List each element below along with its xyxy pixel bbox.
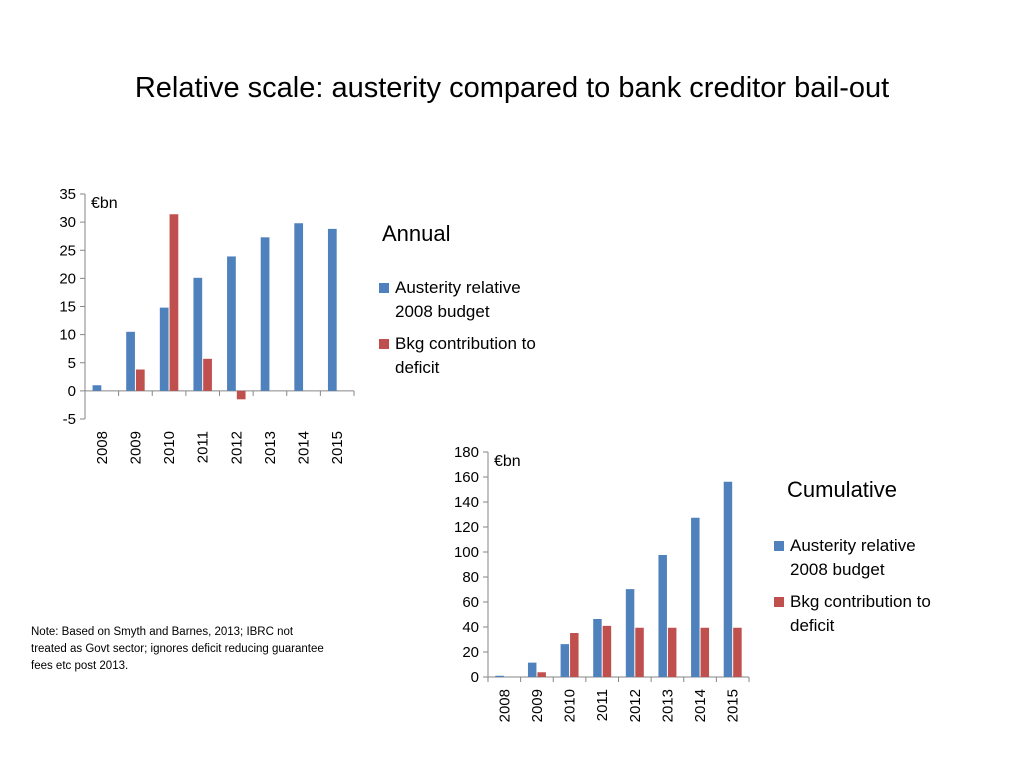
cumulative-y-tick-label: 0 — [471, 669, 479, 686]
annual-x-tick-label: 2008 — [94, 431, 111, 464]
cumulative-legend-label-austerity: Austerity relative 2008 budget — [790, 536, 916, 579]
annual-y-tick-label: 15 — [59, 299, 76, 316]
annual-bar-austerity — [227, 256, 236, 391]
legend-swatch-red-icon — [774, 597, 784, 607]
cumulative-bar-banking — [635, 627, 644, 677]
annual-bar-austerity — [193, 277, 203, 391]
annual-bar-banking — [236, 390, 246, 400]
cumulative-bar-banking — [602, 625, 612, 677]
cumulative-bar-austerity — [625, 589, 635, 677]
cumulative-bar-banking — [700, 627, 710, 677]
annual-x-tick-label: 2012 — [228, 431, 245, 464]
annual-x-tick-label: 2014 — [296, 431, 313, 464]
cumulative-x-tick-label: 2014 — [692, 689, 709, 722]
legend-swatch-red-icon — [379, 339, 389, 349]
cumulative-chart-title: Cumulative — [787, 477, 898, 502]
cumulative-bar-austerity — [560, 644, 570, 677]
cumulative-y-tick-label: 60 — [462, 594, 479, 611]
legend-swatch-blue-icon — [774, 541, 784, 551]
annual-unit-label: €bn — [91, 195, 118, 212]
cumulative-bar-austerity — [691, 517, 700, 677]
cumulative-bar-austerity — [495, 675, 504, 677]
cumulative-legend-item-banking: Bkg contribution to deficit — [774, 590, 944, 638]
cumulative-legend: Austerity relative 2008 budget Bkg contr… — [774, 534, 944, 646]
cumulative-y-tick-label: 120 — [454, 519, 479, 536]
legend-swatch-blue-icon — [379, 283, 389, 293]
annual-y-tick-label: 25 — [59, 242, 76, 259]
cumulative-x-tick-label: 2015 — [725, 689, 742, 722]
cumulative-y-tick-label: 180 — [454, 444, 479, 461]
cumulative-y-tick-label: 20 — [462, 644, 479, 661]
annual-y-tick-label: 35 — [59, 186, 76, 203]
cumulative-bar-austerity — [658, 555, 667, 677]
cumulative-y-tick-label: 160 — [454, 469, 479, 486]
cumulative-y-tick-label: 100 — [454, 544, 479, 561]
annual-bar-austerity — [159, 307, 169, 391]
cumulative-x-tick-label: 2012 — [627, 689, 644, 722]
annual-bar-austerity — [327, 228, 337, 391]
annual-bar-austerity — [294, 223, 304, 391]
annual-bar-banking — [169, 214, 179, 391]
cumulative-x-tick-label: 2013 — [659, 689, 676, 722]
cumulative-y-tick-label: 140 — [454, 494, 479, 511]
annual-bar-austerity — [260, 237, 270, 391]
annual-x-tick-label: 2011 — [195, 431, 212, 463]
annual-x-tick-label: 2015 — [329, 431, 346, 464]
annual-legend-label-austerity: Austerity relative 2008 budget — [395, 278, 521, 321]
annual-legend-item-banking: Bkg contribution to deficit — [379, 332, 549, 380]
annual-legend-item-austerity: Austerity relative 2008 budget — [379, 276, 549, 324]
annual-bar-austerity — [92, 385, 102, 391]
annual-x-tick-label: 2013 — [262, 431, 279, 464]
annual-x-tick-label: 2010 — [161, 431, 178, 464]
cumulative-x-tick-label: 2010 — [562, 689, 579, 722]
annual-chart-title: Annual — [382, 221, 451, 246]
cumulative-y-tick-label: 80 — [462, 569, 479, 586]
annual-y-tick-label: 20 — [59, 270, 76, 287]
slide-title: Relative scale: austerity compared to ba… — [134, 72, 890, 104]
cumulative-y-tick-label: 40 — [462, 619, 479, 636]
annual-y-tick-label: 5 — [68, 355, 76, 372]
cumulative-legend-label-banking: Bkg contribution to deficit — [790, 592, 931, 635]
cumulative-x-tick-label: 2008 — [496, 689, 513, 722]
annual-legend: Austerity relative 2008 budget Bkg contr… — [379, 276, 549, 388]
cumulative-unit-label: €bn — [494, 453, 521, 470]
cumulative-bar-banking — [667, 627, 677, 677]
cumulative-bar-austerity — [593, 619, 602, 677]
cumulative-bar-austerity — [723, 481, 733, 677]
cumulative-legend-item-austerity: Austerity relative 2008 budget — [774, 534, 944, 582]
cumulative-x-tick-label: 2009 — [529, 689, 546, 722]
annual-y-tick-label: 30 — [59, 214, 76, 231]
annual-y-tick-label: 10 — [59, 327, 76, 344]
annual-x-tick-label: 2009 — [127, 431, 144, 464]
annual-bar-banking — [203, 358, 212, 391]
annual-legend-label-banking: Bkg contribution to deficit — [395, 334, 536, 377]
cumulative-bar-banking — [537, 672, 546, 677]
cumulative-bar-austerity — [527, 662, 537, 677]
annual-y-tick-label: -5 — [63, 411, 76, 428]
annual-bar-banking — [135, 369, 145, 391]
cumulative-bar-banking — [733, 627, 742, 677]
annual-bar-austerity — [126, 331, 135, 391]
cumulative-x-tick-label: 2011 — [594, 689, 611, 721]
footnote: Note: Based on Smyth and Barnes, 2013; I… — [31, 626, 324, 672]
cumulative-bar-banking — [570, 633, 579, 677]
annual-y-tick-label: 0 — [68, 383, 76, 400]
